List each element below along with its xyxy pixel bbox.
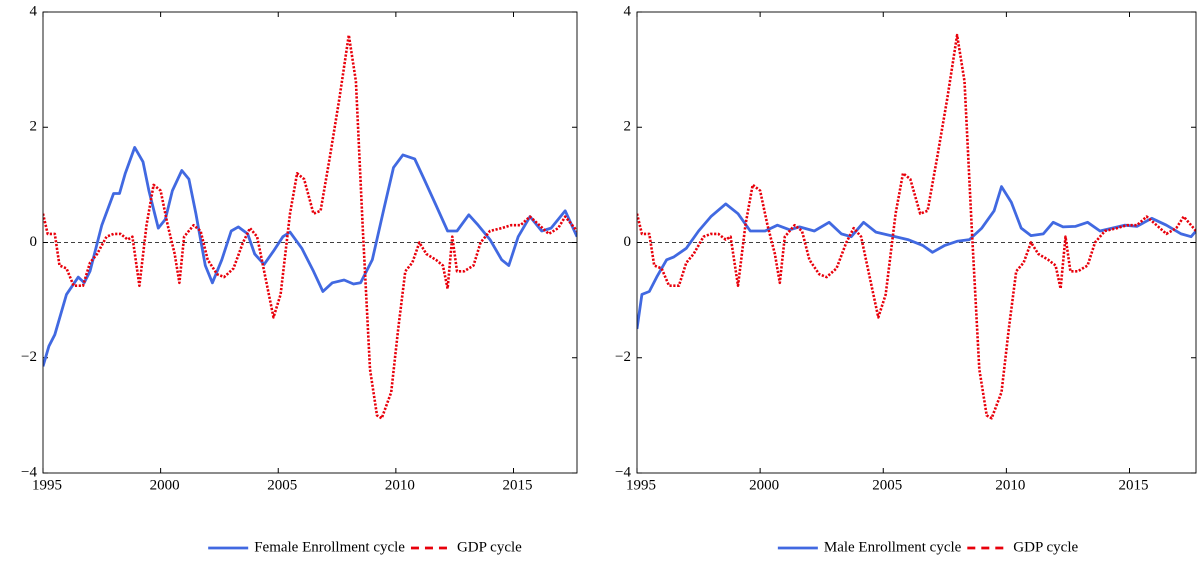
y-tick-label: 2 bbox=[624, 119, 632, 135]
chart-panel: −4 −2 0 2 4 1995 2000 2005 2010 2015 Female Enroll… bbox=[21, 3, 578, 555]
y-tick-label: 2 bbox=[30, 119, 38, 135]
y-tick-label: −4 bbox=[615, 464, 631, 480]
legend: Male Enrollment cycle GDP cycle bbox=[777, 539, 1078, 555]
y-tick-label: −2 bbox=[21, 349, 37, 365]
legend-label: GDP cycle bbox=[1013, 539, 1078, 555]
y-tick-label: −4 bbox=[21, 464, 37, 480]
y-tick-label: 0 bbox=[30, 234, 38, 250]
x-tick-label: 2005 bbox=[267, 477, 297, 493]
plot-frame bbox=[636, 11, 1197, 474]
series-line bbox=[43, 33, 577, 420]
y-tick-label: 4 bbox=[624, 3, 632, 19]
legend-label: Female Enrollment cycle bbox=[254, 539, 405, 555]
series-line bbox=[637, 185, 1196, 330]
x-tick-label: 2015 bbox=[502, 477, 532, 493]
x-tick-label: 2000 bbox=[749, 477, 779, 493]
x-tick-label: 1995 bbox=[32, 477, 62, 493]
x-tick-label: 1995 bbox=[626, 477, 656, 493]
plot-frame bbox=[42, 11, 578, 474]
chart-panel: −4 −2 0 2 4 1995 2000 2005 2010 2015 Male Enrollme… bbox=[615, 3, 1197, 555]
x-tick-label: 2005 bbox=[872, 477, 902, 493]
x-tick-label: 2000 bbox=[150, 477, 180, 493]
y-tick-label: −2 bbox=[615, 349, 631, 365]
y-tick-label: 0 bbox=[624, 234, 632, 250]
x-tick-label: 2010 bbox=[385, 477, 415, 493]
series-line bbox=[637, 33, 1196, 420]
legend: Female Enrollment cycle GDP cycle bbox=[208, 539, 522, 555]
x-tick-label: 2010 bbox=[995, 477, 1025, 493]
legend-label: GDP cycle bbox=[457, 539, 522, 555]
series-line bbox=[43, 146, 577, 367]
y-tick-label: 4 bbox=[30, 3, 38, 19]
legend-label: Male Enrollment cycle bbox=[824, 539, 962, 555]
x-tick-label: 2015 bbox=[1119, 477, 1149, 493]
